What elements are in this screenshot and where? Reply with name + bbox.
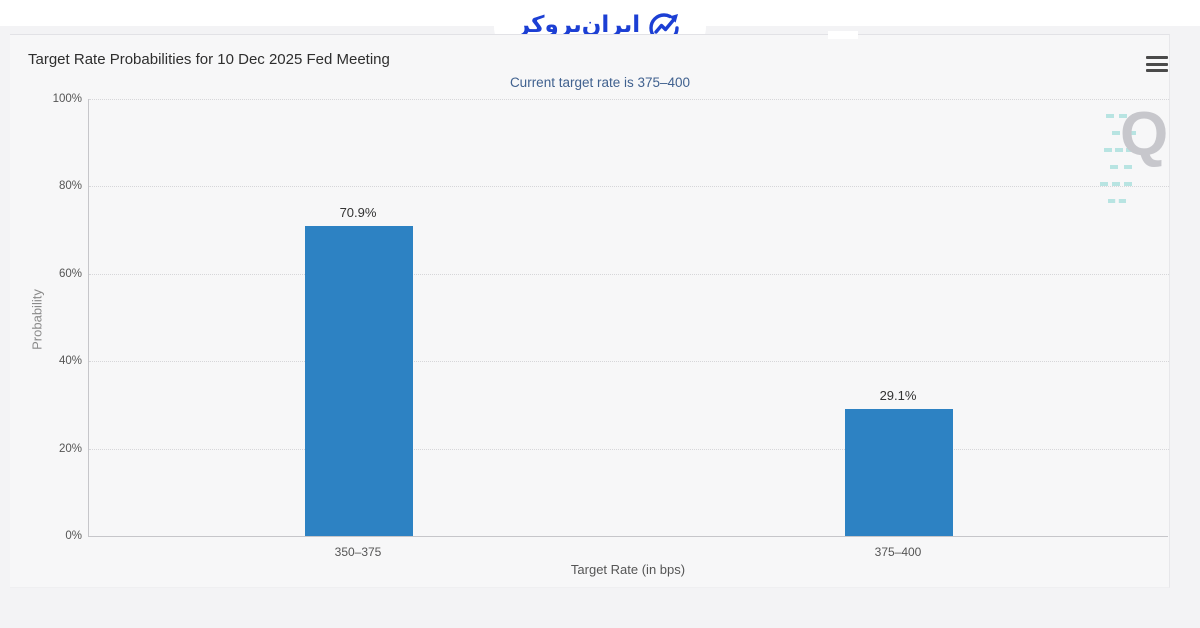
watermark-dash-icon — [1100, 182, 1132, 186]
watermark-dash-icon — [1112, 131, 1136, 135]
x-axis-title: Target Rate (in bps) — [570, 562, 686, 577]
brand-logo-text: ایران‌بروکر — [516, 11, 641, 38]
y-tick-label: 80% — [58, 180, 82, 193]
watermark-dash-icon — [1106, 114, 1140, 118]
watermark-dash-icon — [1108, 199, 1126, 203]
watermark-dash-icon — [1104, 148, 1134, 152]
chart-card — [10, 34, 1170, 588]
y-tick-label: 40% — [58, 355, 82, 368]
y-tick-label: 60% — [58, 267, 82, 280]
gridline-80 — [89, 186, 1169, 188]
watermark-q-letter: Q — [1120, 100, 1168, 169]
gridline-60 — [89, 273, 1169, 275]
y-tick-label: 0% — [65, 530, 82, 542]
chart-bar-375–400[interactable] — [845, 408, 953, 536]
plot-area — [88, 99, 1169, 537]
bar-value-label: 70.9% — [339, 205, 377, 221]
watermark-dash-icon — [1110, 165, 1132, 169]
gridline-40 — [89, 361, 1169, 363]
bar-value-label: 29.1% — [879, 387, 917, 403]
x-tick-label: 375–400 — [874, 545, 922, 559]
card-border-notch — [828, 31, 858, 39]
gridline-20 — [89, 448, 1169, 450]
chart-bar-350–375[interactable] — [305, 226, 413, 536]
y-tick-label: 20% — [58, 442, 82, 455]
x-tick-label: 350–375 — [334, 545, 382, 559]
chart-title: Target Rate Probabilities for 10 Dec 202… — [28, 51, 390, 68]
gridline-100 — [89, 99, 1169, 100]
hamburger-menu-icon[interactable] — [1146, 56, 1168, 72]
chart-subtitle: Current target rate is 375–400 — [509, 75, 691, 90]
y-axis-title: Probability — [29, 289, 45, 350]
y-tick-label: 100% — [52, 93, 82, 105]
